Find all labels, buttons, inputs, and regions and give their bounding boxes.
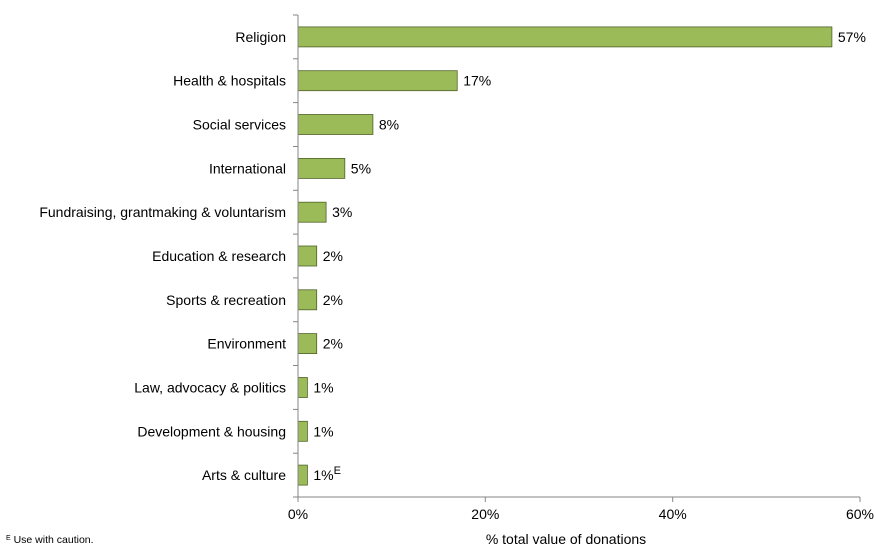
category-labels: Religion Health & hospitals Social service… (39, 29, 286, 483)
data-label-2: 8% (379, 117, 399, 133)
data-label-3: 5% (351, 160, 371, 176)
x-tick-label-3: 60% (846, 506, 874, 522)
data-label-10: 1%E (313, 465, 341, 483)
category-label-9: Development & housing (137, 423, 286, 439)
data-label-flag-10: E (334, 465, 341, 477)
data-label-4: 3% (332, 204, 352, 220)
bar-9 (297, 420, 308, 442)
category-label-7: Environment (207, 336, 286, 352)
footnote: E Use with caution. (6, 534, 94, 546)
bar-2 (297, 114, 374, 135)
category-label-0: Religion (235, 29, 286, 45)
category-label-6: Sports & recreation (166, 292, 286, 308)
bar-0 (297, 26, 833, 48)
category-label-2: Social services (193, 117, 286, 133)
x-tick-labels: 0% 20% 40% 60% (288, 506, 874, 522)
footnote-text: Use with caution. (10, 534, 94, 546)
data-label-0: 57% (838, 29, 866, 45)
bar-4 (297, 201, 327, 223)
x-tick-label-0: 0% (288, 506, 308, 522)
x-tick-label-1: 20% (471, 506, 499, 522)
axis-ticks (293, 14, 861, 502)
bar-8 (297, 377, 308, 398)
bar-5 (297, 245, 318, 267)
footnote-marker: E (6, 535, 11, 542)
data-label-6: 2% (323, 292, 343, 308)
data-label-1: 17% (463, 73, 491, 89)
category-label-1: Health & hospitals (173, 73, 286, 89)
category-label-5: Education & research (152, 248, 286, 264)
data-labels: 57% 17% 8% 5% 3% 2% 2% 2% 1% 1% 1%E (313, 29, 866, 483)
data-label-9: 1% (313, 423, 333, 439)
bar-7 (297, 333, 318, 355)
bar-3 (297, 157, 346, 179)
data-label-5: 2% (323, 248, 343, 264)
data-label-7: 2% (323, 336, 343, 352)
x-tick-label-2: 40% (659, 506, 687, 522)
bar-6 (297, 289, 318, 311)
category-label-4: Fundraising, grantmaking & voluntarism (39, 204, 286, 220)
x-axis-title: % total value of donations (486, 531, 646, 547)
bar-1 (297, 70, 458, 92)
category-label-3: International (209, 160, 286, 176)
category-label-10: Arts & culture (202, 467, 286, 483)
category-label-8: Law, advocacy & politics (134, 380, 286, 396)
data-label-8: 1% (313, 380, 333, 396)
bars-layer (297, 26, 833, 486)
bar-10 (297, 464, 308, 486)
